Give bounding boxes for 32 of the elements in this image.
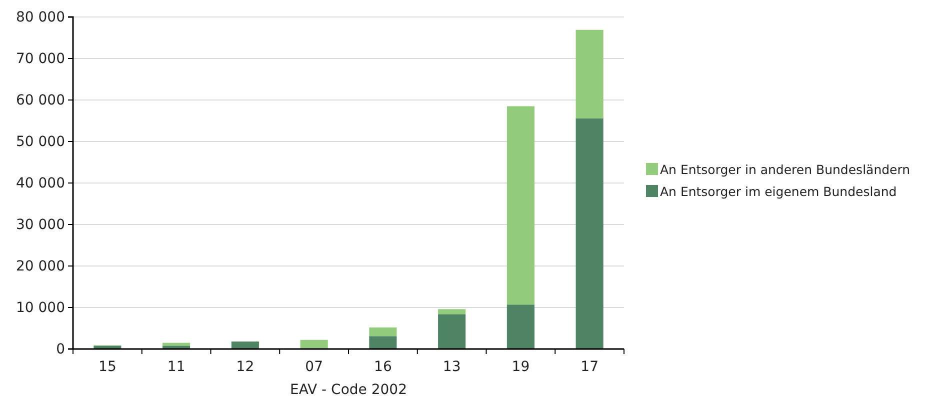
bar (162, 346, 190, 349)
bar (438, 309, 466, 314)
bar (369, 327, 397, 336)
y-tick-label: 0 (56, 341, 65, 358)
legend-label: An Entsorger in anderen Bundesländern (660, 162, 910, 177)
y-tick-label: 30 000 (16, 216, 65, 233)
bar (576, 30, 604, 118)
x-tick-label: 13 (442, 358, 461, 375)
bar (438, 314, 466, 349)
y-tick-label: 80 000 (16, 9, 65, 26)
bar (576, 118, 604, 349)
y-tick-label: 10 000 (16, 300, 65, 316)
y-tick-label: 60 000 (16, 92, 65, 108)
x-tick-label: 07 (305, 358, 323, 375)
x-tick-label: 19 (512, 358, 530, 375)
x-tick-label: 11 (167, 358, 186, 375)
y-tick-label: 40 000 (16, 175, 65, 192)
x-tick-label: 16 (374, 358, 392, 375)
y-tick-label: 20 000 (16, 258, 65, 274)
x-axis-title: EAV - Code 2002 (290, 382, 407, 398)
x-tick-label: 17 (580, 358, 598, 375)
bar (94, 346, 122, 349)
bar (506, 304, 534, 349)
bar (300, 340, 328, 349)
bar (231, 342, 259, 349)
bar (506, 106, 534, 305)
legend-label: An Entsorger im eigenem Bundesland (660, 184, 897, 199)
bar (369, 336, 397, 349)
y-tick-label: 50 000 (16, 134, 65, 150)
y-tick-label: 70 000 (16, 50, 65, 67)
x-tick-label: 15 (98, 358, 116, 375)
x-tick-label: 12 (236, 358, 254, 375)
